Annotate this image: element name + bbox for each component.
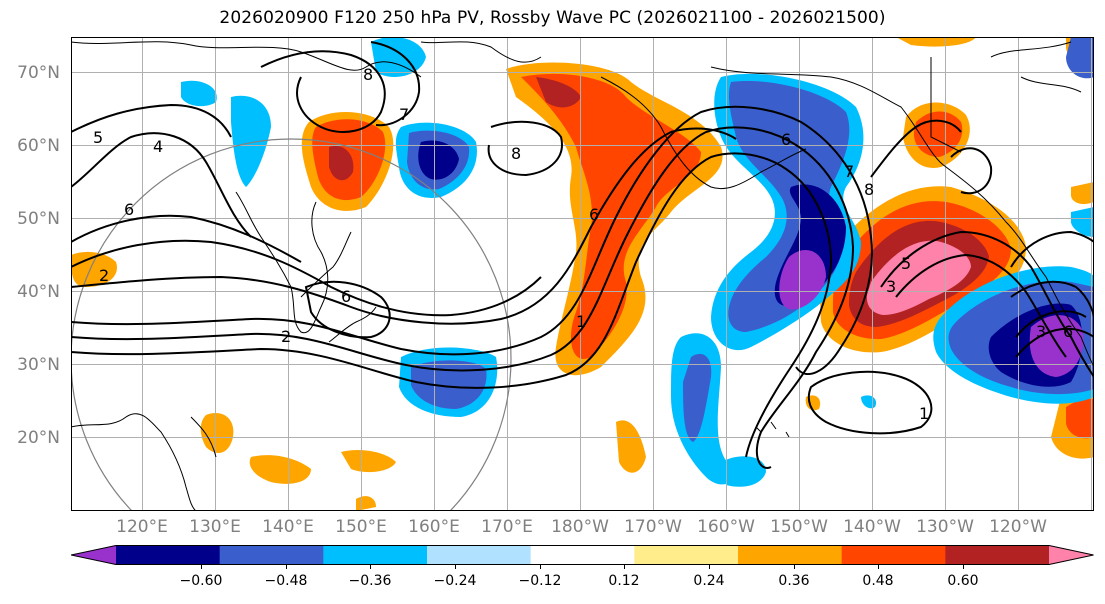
colorbar-cell bbox=[427, 545, 532, 565]
colorbar-tick-mark bbox=[794, 565, 795, 569]
colorbar-cell bbox=[634, 545, 739, 565]
map-title: 2026020900 F120 250 hPa PV, Rossby Wave … bbox=[219, 8, 886, 28]
contour-label: 8 bbox=[511, 144, 521, 163]
contour-label: 7 bbox=[399, 105, 409, 124]
range-circle bbox=[71, 138, 512, 511]
colorbar-cell bbox=[323, 545, 428, 565]
colorbar-cell bbox=[116, 545, 221, 565]
colorbar-tick-mark bbox=[963, 565, 964, 569]
contour-label: 2 bbox=[281, 327, 291, 346]
contour-label: 5 bbox=[93, 128, 103, 147]
lon-label: 150°W bbox=[770, 517, 828, 537]
colorbar-tick-mark bbox=[709, 565, 710, 569]
lon-label: 120°E bbox=[116, 517, 168, 537]
colorbar-cell bbox=[530, 545, 635, 565]
lon-label: 150°E bbox=[335, 517, 387, 537]
colorbar-tick-label: −0.12 bbox=[518, 573, 562, 589]
map-panel[interactable]: 5 4 6 2 8 7 8 6 6 1 6 7 8 5 3 1 3 6 2 bbox=[71, 37, 1094, 511]
colorbar-tick-label: −0.36 bbox=[348, 573, 392, 589]
pv-contours bbox=[71, 41, 1094, 469]
contour-label: 4 bbox=[153, 137, 163, 156]
colorbar-tick-mark bbox=[201, 565, 202, 569]
map-canvas: 5 4 6 2 8 7 8 6 6 1 6 7 8 5 3 1 3 6 2 bbox=[71, 37, 1094, 511]
triangle-left-icon bbox=[71, 545, 116, 565]
lon-label: 160°E bbox=[408, 517, 460, 537]
colorbar-cell bbox=[738, 545, 843, 565]
lon-label: 180°W bbox=[551, 517, 609, 537]
contour-label: 6 bbox=[781, 130, 791, 149]
lon-label: 170°W bbox=[624, 517, 682, 537]
colorbar-tick-mark bbox=[455, 565, 456, 569]
colorbar-tick-mark bbox=[540, 565, 541, 569]
colorbar-tick-label: 0.36 bbox=[778, 573, 810, 589]
contour-label: 6 bbox=[589, 205, 599, 224]
contour-label: 6 bbox=[124, 200, 134, 219]
contour-label: 1 bbox=[919, 404, 929, 423]
lat-label-70n: 70°N bbox=[17, 63, 60, 83]
colorbar-tick-mark bbox=[878, 565, 879, 569]
colorbar-tick-label: −0.60 bbox=[179, 573, 223, 589]
colorbar-tick-label: 0.24 bbox=[693, 573, 725, 589]
contour-label: 6 bbox=[1063, 322, 1073, 341]
negative-anomaly-fills bbox=[181, 37, 1094, 487]
coastlines bbox=[71, 41, 1094, 511]
colorbar-cell bbox=[945, 545, 1050, 565]
colorbar bbox=[71, 545, 1094, 565]
colorbar-tick-mark bbox=[370, 565, 371, 569]
colorbar-cell bbox=[219, 545, 324, 565]
contour-label: 6 bbox=[341, 287, 351, 306]
lat-label-30n: 30°N bbox=[17, 355, 60, 375]
colorbar-tick-label: 0.60 bbox=[947, 573, 979, 589]
lat-label-60n: 60°N bbox=[17, 136, 60, 156]
colorbar-cell bbox=[841, 545, 946, 565]
lon-label: 140°E bbox=[262, 517, 314, 537]
colorbar-tick-label: −0.48 bbox=[264, 573, 308, 589]
colorbar-tick-label: −0.24 bbox=[433, 573, 477, 589]
lon-label: 120°W bbox=[989, 517, 1047, 537]
colorbar-tick-label: 0.12 bbox=[608, 573, 640, 589]
contour-label: 5 bbox=[901, 254, 911, 273]
contour-label: 3 bbox=[886, 277, 896, 296]
contour-label: 8 bbox=[363, 65, 373, 84]
positive-anomaly-fills bbox=[71, 37, 1094, 511]
contour-label: 3 bbox=[1036, 322, 1046, 341]
contour-label: 8 bbox=[864, 180, 874, 199]
lon-label: 140°W bbox=[843, 517, 901, 537]
lat-label-50n: 50°N bbox=[17, 209, 60, 229]
triangle-right-icon bbox=[1049, 545, 1094, 565]
contour-label: 1 bbox=[576, 312, 586, 331]
lat-label-20n: 20°N bbox=[17, 428, 60, 448]
contour-label: 7 bbox=[844, 162, 854, 181]
lon-label: 170°E bbox=[481, 517, 533, 537]
colorbar-tick-label: 0.48 bbox=[862, 573, 894, 589]
colorbar-cells bbox=[116, 545, 1050, 565]
lon-label: 130°W bbox=[916, 517, 974, 537]
lat-label-40n: 40°N bbox=[17, 282, 60, 302]
lon-label: 130°E bbox=[189, 517, 241, 537]
lon-label: 160°W bbox=[697, 517, 755, 537]
colorbar-tick-mark bbox=[286, 565, 287, 569]
colorbar-tick-mark bbox=[624, 565, 625, 569]
contour-label: 2 bbox=[99, 266, 109, 285]
